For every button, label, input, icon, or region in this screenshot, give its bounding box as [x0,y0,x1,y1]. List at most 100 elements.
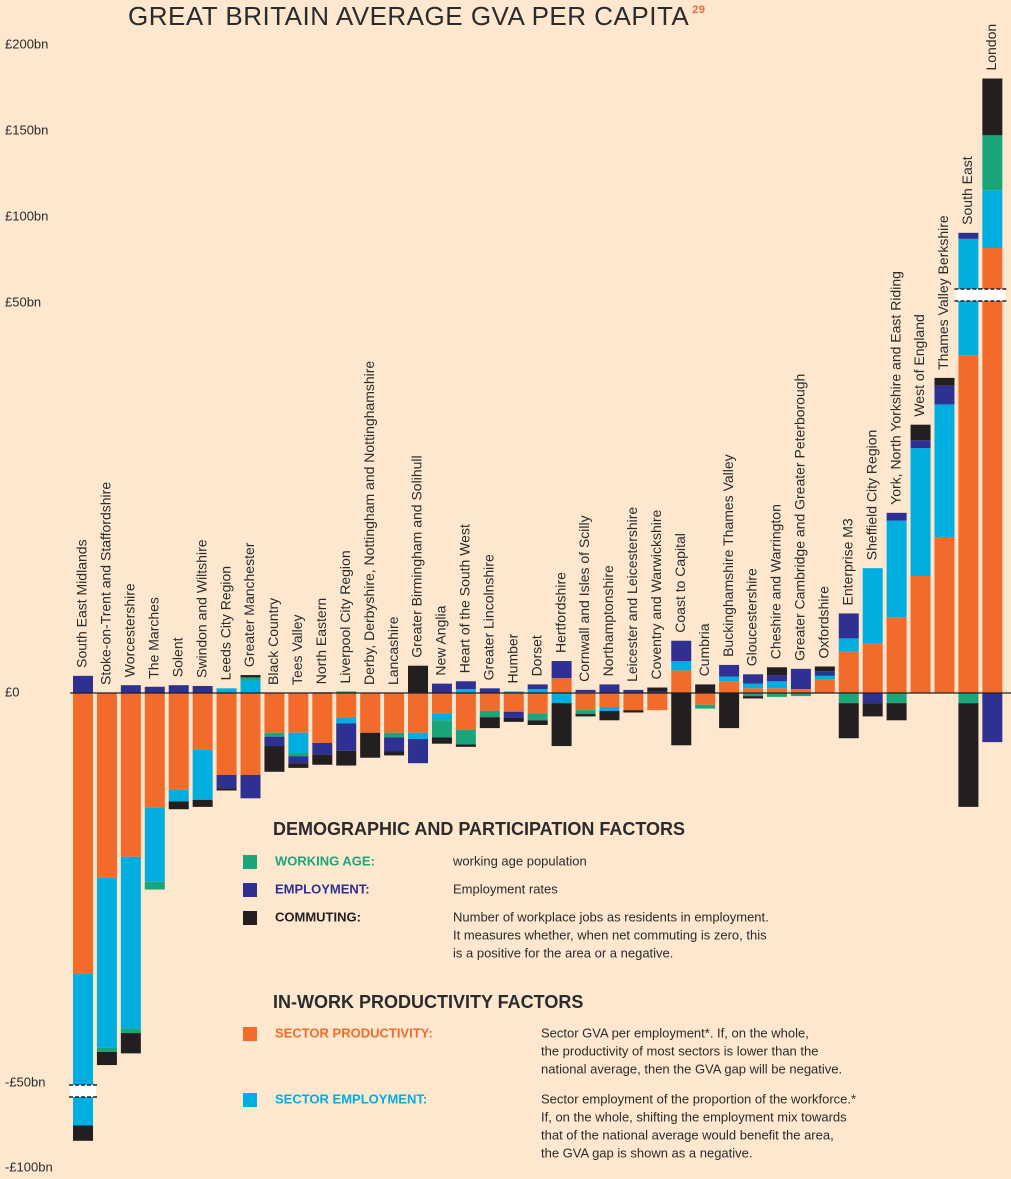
y-tick-label: £150bn [5,122,48,137]
bar-segment [503,711,524,718]
bar-segment [647,691,668,693]
x-tick-label: Worcestershire [122,583,138,677]
bar-segment [934,385,955,405]
bar-segment [336,691,357,693]
bar-segment [910,424,931,441]
legend-description: Number of workplace jobs as residents in… [453,909,769,924]
bar-segment [671,670,692,693]
bar-segment [982,135,1003,191]
bar-segment [743,688,764,693]
legend-swatch [243,883,257,897]
bar-segment [862,643,883,693]
bar-segment [479,688,500,693]
bar-segment [336,693,357,718]
bar-segment [73,1125,93,1141]
legend-group-title: IN-WORK PRODUCTIVITY FACTORS [273,992,583,1012]
bar-segment [455,693,476,730]
bar-segment [73,973,93,1126]
y-tick-label: £0 [5,684,19,699]
bar-segment [192,685,213,693]
x-tick-label: Leicester and Leicestershire [624,507,640,682]
bar-segment [120,693,141,857]
axis-break [955,289,982,301]
bar-segment [647,687,668,692]
legend-name: WORKING AGE: [275,853,375,868]
bar-segment [384,732,405,738]
bar-segment [336,723,357,751]
bar-segment [575,689,596,693]
bar-segment [144,881,165,890]
bar-segment [120,1033,141,1054]
title-note: 29 [692,4,705,16]
bar-segment [527,713,548,721]
bar-segment [168,685,189,693]
bar-segment [479,717,500,729]
bar-segment [240,677,261,681]
bar-segment [527,689,548,693]
bar-segment [312,754,333,765]
y-tick-label: -£50bn [5,1074,45,1089]
bar-segment [766,693,787,697]
bar-segment [743,683,764,689]
bar-segment [384,737,405,752]
bar-segment [695,684,716,693]
legend-description: Sector GVA per employment*. If, on the w… [541,1025,809,1040]
x-tick-label: South East [959,156,975,225]
bar-segment [503,717,524,722]
x-tick-label: Gloucestershire [744,568,760,666]
legend-swatch [243,911,257,925]
axis-break [979,289,1006,301]
bar-segment [671,640,692,662]
legend-name: SECTOR PRODUCTIVITY: [275,1025,433,1040]
bar-segment [551,661,572,679]
x-tick-label: Liverpool City Region [337,550,353,683]
bar-segment [719,664,740,677]
x-tick-label: Derby, Derbyshire, Nottingham and Nottin… [361,361,377,685]
legend-swatch [243,855,257,869]
x-tick-label: Cumbria [696,623,712,676]
bar-segment [766,688,787,693]
bar-segment [766,681,787,689]
bar-segment [96,693,117,878]
bar-segment [551,693,572,704]
bar-segment [623,689,644,693]
bar-segment [982,693,1003,743]
bar-segment [431,720,452,738]
legend-description: Employment rates [453,881,558,896]
legend-description: the GVA gap is shown as a negative. [541,1145,753,1160]
x-tick-label: Swindon and Wiltshire [193,539,209,678]
bar-segment [455,689,476,693]
bar-segment [503,691,524,693]
x-tick-label: New Anglia [433,605,449,675]
bar-segment [288,756,309,764]
bar-segment [886,703,907,721]
bar-segment [958,703,979,807]
x-tick-label: South East Midlands [74,539,90,667]
bar-segment [790,689,811,693]
x-tick-label: Dorset [528,635,544,676]
bar-segment [719,676,740,682]
bar-segment [240,693,261,775]
bar-segment [814,666,835,672]
x-tick-label: Sheffield City Region [863,430,879,560]
bar-segment [264,746,285,772]
bar-segment [790,693,811,697]
bar-segment [455,744,476,747]
bar-segment [264,693,285,733]
bar-segment [288,753,309,757]
y-tick-label: £200bn [5,36,48,51]
bar-segment [838,693,859,704]
bar-segment [120,1028,141,1034]
title-text: GREAT BRITAIN AVERAGE GVA PER CAPITA [128,1,689,31]
bar-segment [695,693,716,705]
bar-segment [575,693,596,711]
legend-name: SECTOR EMPLOYMENT: [275,1091,427,1106]
legend-description: national average, then the GVA gap will … [541,1061,842,1076]
bar-segment [264,732,285,737]
legend-description: It measures whether, when net commuting … [453,927,767,942]
bar-segment [360,693,381,733]
legend-description: that of the national average would benef… [541,1127,834,1142]
bar-segment [886,520,907,618]
bar-segment [958,232,979,239]
